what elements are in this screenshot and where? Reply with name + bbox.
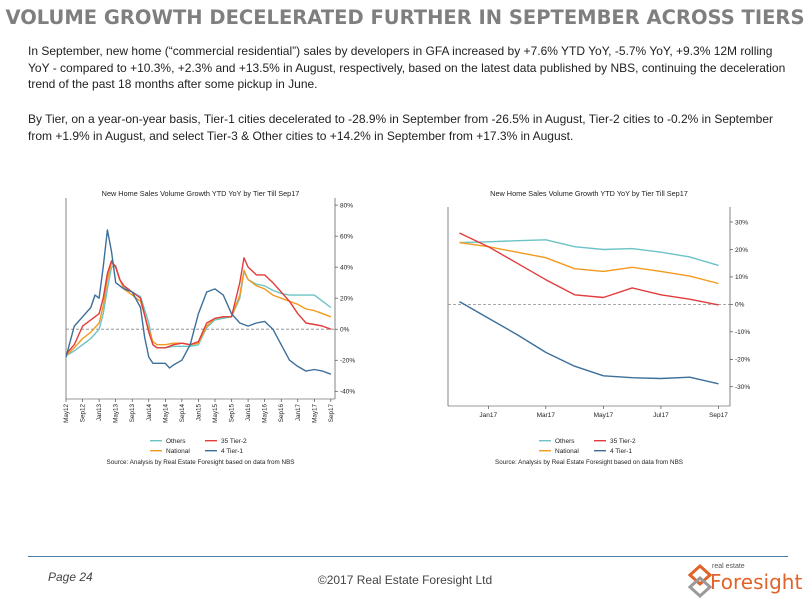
y-tick-label: -30% — [735, 384, 750, 391]
legend-label: Others — [166, 438, 186, 445]
legend-label: 35 Tier-2 — [221, 438, 247, 445]
chart-source: Source: Analysis by Real Estate Foresigh… — [495, 459, 683, 466]
y-tick-label: 20% — [735, 247, 748, 254]
legend-label: 4 Tier-1 — [610, 448, 632, 455]
x-tick-label: Jan17 — [295, 404, 302, 422]
x-tick-label: Sep17 — [328, 404, 335, 423]
x-tick-label: Sep17 — [709, 412, 728, 419]
legend-label: Others — [555, 438, 575, 445]
footer-divider — [28, 556, 788, 557]
x-tick-label: May14 — [162, 404, 169, 423]
series-line-35-tier-2 — [65, 257, 332, 355]
series-line-4-tier-1 — [459, 300, 719, 385]
x-tick-label: Sep14 — [179, 404, 186, 423]
foresight-logo: real estate Foresight — [687, 563, 802, 601]
x-tick-label: Sep15 — [229, 404, 236, 423]
y-tick-label: 10% — [735, 274, 748, 281]
tier-paragraph: By Tier, on a year-on-year basis, Tier-1… — [28, 112, 774, 143]
series-line-4-tier-1 — [65, 229, 332, 375]
x-tick-label: Mar17 — [537, 412, 556, 419]
x-tick-label: Sep12 — [80, 404, 87, 423]
legend-label: 35 Tier-2 — [610, 438, 636, 445]
legend-label: National — [166, 448, 190, 455]
y-tick-label: 20% — [340, 295, 353, 302]
y-tick-label: 0% — [735, 302, 745, 309]
x-tick-label: May13 — [113, 404, 120, 423]
series-line-national — [459, 241, 719, 285]
legend-label: National — [555, 448, 579, 455]
series-line-35-tier-2 — [459, 232, 719, 306]
y-tick-label: 30% — [735, 219, 748, 226]
y-tick-label: 80% — [340, 202, 353, 209]
x-tick-label: May16 — [262, 404, 269, 423]
x-tick-label: Jan17 — [479, 412, 497, 419]
x-tick-label: May15 — [212, 404, 219, 423]
logo-wordmark: Foresight — [710, 570, 803, 594]
y-tick-label: 60% — [340, 233, 353, 240]
x-tick-label: Sep16 — [278, 404, 285, 423]
x-tick-label: May17 — [594, 412, 614, 419]
y-tick-label: -20% — [735, 357, 750, 364]
x-tick-label: Jan16 — [245, 404, 252, 422]
series-line-others — [65, 264, 332, 357]
chart-title: New Home Sales Volume Growth YTD YoY by … — [102, 189, 300, 198]
x-tick-label: Jan14 — [146, 404, 153, 422]
y-tick-label: -10% — [735, 329, 750, 336]
summary-paragraph: In September, new home (“commercial resi… — [28, 44, 786, 91]
y-tick-label: 0% — [340, 326, 350, 333]
y-tick-label: -40% — [340, 389, 355, 396]
page-number: Page 24 — [48, 570, 93, 584]
x-tick-label: May12 — [63, 404, 70, 423]
series-line-others — [459, 239, 719, 267]
chart-title: New Home Sales Volume Growth YTD YoY by … — [490, 189, 688, 198]
copyright: ©2017 Real Estate Foresight Ltd — [317, 573, 493, 587]
chart-source: Source: Analysis by Real Estate Foresigh… — [107, 459, 295, 466]
x-tick-label: Sep13 — [129, 404, 136, 423]
y-tick-label: -20% — [340, 358, 355, 365]
x-tick-label: Jul17 — [653, 412, 669, 419]
page-title: VOLUME GROWTH DECELERATED FURTHER IN SEP… — [5, 6, 805, 29]
x-tick-label: May17 — [311, 404, 318, 423]
legend-label: 4 Tier-1 — [221, 448, 243, 455]
logo-mark-icon — [687, 563, 713, 599]
y-tick-label: 40% — [340, 264, 353, 271]
x-tick-label: Jan13 — [96, 404, 103, 422]
logo-tagline: real estate — [712, 563, 745, 570]
x-tick-label: Jan15 — [195, 404, 202, 422]
